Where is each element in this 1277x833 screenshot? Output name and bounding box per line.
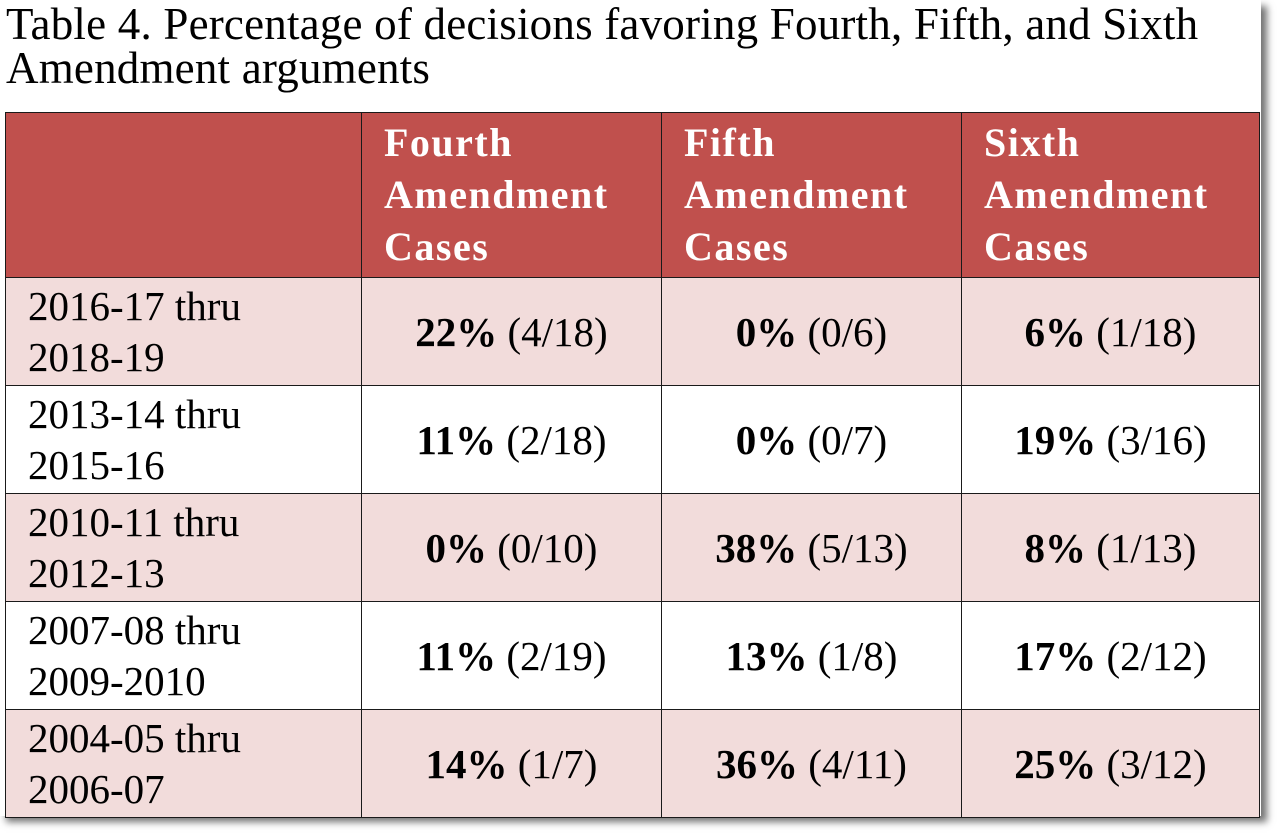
percent-value: 6%	[1024, 308, 1087, 355]
header-fifth-amendment: Fifth Amendment Cases	[661, 112, 962, 278]
percent-value: 17%	[1014, 632, 1097, 679]
period-start: 2013-14 thru	[28, 390, 241, 437]
fourth-amendment-cell: 11% (2/18)	[361, 385, 662, 494]
header-line: Fifth	[684, 120, 776, 165]
ratio-value: (5/13)	[807, 524, 908, 571]
ratio-value: (2/12)	[1106, 632, 1207, 679]
header-line: Amendment	[684, 172, 909, 217]
period-cell: 2013-14 thru 2015-16	[5, 385, 362, 494]
percent-value: 0%	[735, 308, 798, 355]
table-title: Table 4. Percentage of decisions favorin…	[6, 0, 1199, 93]
header-line: Amendment	[384, 172, 609, 217]
table-row: 2010-11 thru 2012-13 0% (0/10) 38% (5/13…	[5, 493, 1260, 602]
period-cell: 2007-08 thru 2009-2010	[5, 601, 362, 710]
period-cell: 2010-11 thru 2012-13	[5, 493, 362, 602]
period-cell: 2004-05 thru 2006-07	[5, 709, 362, 818]
ratio-value: (1/18)	[1096, 308, 1197, 355]
sixth-amendment-cell: 6% (1/18)	[961, 277, 1260, 386]
header-sixth-amendment: Sixth Amendment Cases	[961, 112, 1260, 278]
header-line: Cases	[384, 224, 490, 269]
fourth-amendment-cell: 0% (0/10)	[361, 493, 662, 602]
percent-value: 11%	[416, 416, 497, 463]
ratio-value: (1/8)	[817, 632, 898, 679]
percent-value: 25%	[1014, 740, 1097, 787]
percent-value: 14%	[425, 740, 508, 787]
ratio-value: (4/18)	[507, 308, 608, 355]
period-start: 2007-08 thru	[28, 606, 241, 653]
percent-value: 19%	[1014, 416, 1097, 463]
header-fourth-amendment: Fourth Amendment Cases	[361, 112, 662, 278]
table-row: 2016-17 thru 2018-19 22% (4/18) 0% (0/6)…	[5, 277, 1260, 386]
sixth-amendment-cell: 25% (3/12)	[961, 709, 1260, 818]
period-start: 2010-11 thru	[28, 498, 240, 545]
fifth-amendment-cell: 36% (4/11)	[661, 709, 962, 818]
table-frame: Table 4. Percentage of decisions favorin…	[5, 0, 1260, 818]
header-line: Cases	[684, 224, 790, 269]
fourth-amendment-cell: 14% (1/7)	[361, 709, 662, 818]
header-line: Cases	[984, 224, 1090, 269]
ratio-value: (3/16)	[1106, 416, 1207, 463]
ratio-value: (2/18)	[506, 416, 607, 463]
header-line: Amendment	[984, 172, 1209, 217]
percent-value: 11%	[416, 632, 497, 679]
fifth-amendment-cell: 0% (0/7)	[661, 385, 962, 494]
percent-value: 22%	[415, 308, 498, 355]
fourth-amendment-cell: 11% (2/19)	[361, 601, 662, 710]
period-start: 2004-05 thru	[28, 714, 241, 761]
ratio-value: (0/6)	[807, 308, 888, 355]
ratio-value: (0/10)	[497, 524, 598, 571]
percent-value: 0%	[735, 416, 798, 463]
percent-value: 8%	[1024, 524, 1087, 571]
period-cell: 2016-17 thru 2018-19	[5, 277, 362, 386]
ratio-value: (3/12)	[1106, 740, 1207, 787]
sixth-amendment-cell: 19% (3/16)	[961, 385, 1260, 494]
fourth-amendment-cell: 22% (4/18)	[361, 277, 662, 386]
period-start: 2016-17 thru	[28, 282, 241, 329]
header-line: Sixth	[984, 120, 1081, 165]
header-line: Fourth	[384, 120, 513, 165]
percent-value: 36%	[716, 740, 799, 787]
period-end: 2012-13	[28, 549, 165, 596]
period-end: 2006-07	[28, 765, 165, 812]
header-row: Fourth Amendment Cases Fifth Amendment C…	[5, 112, 1260, 278]
ratio-value: (1/7)	[517, 740, 598, 787]
period-end: 2015-16	[28, 441, 165, 488]
table-row: 2013-14 thru 2015-16 11% (2/18) 0% (0/7)…	[5, 385, 1260, 494]
period-end: 2018-19	[28, 333, 165, 380]
ratio-value: (4/11)	[808, 740, 907, 787]
sixth-amendment-cell: 17% (2/12)	[961, 601, 1260, 710]
ratio-value: (2/19)	[506, 632, 607, 679]
period-end: 2009-2010	[28, 657, 206, 704]
data-table: Fourth Amendment Cases Fifth Amendment C…	[5, 112, 1260, 818]
ratio-value: (1/13)	[1096, 524, 1197, 571]
percent-value: 38%	[715, 524, 798, 571]
table-row: 2004-05 thru 2006-07 14% (1/7) 36% (4/11…	[5, 709, 1260, 818]
table-row: 2007-08 thru 2009-2010 11% (2/19) 13% (1…	[5, 601, 1260, 710]
fifth-amendment-cell: 13% (1/8)	[661, 601, 962, 710]
header-corner-cell	[5, 112, 362, 278]
percent-value: 0%	[425, 524, 488, 571]
percent-value: 13%	[725, 632, 808, 679]
fifth-amendment-cell: 0% (0/6)	[661, 277, 962, 386]
sixth-amendment-cell: 8% (1/13)	[961, 493, 1260, 602]
fifth-amendment-cell: 38% (5/13)	[661, 493, 962, 602]
ratio-value: (0/7)	[807, 416, 888, 463]
